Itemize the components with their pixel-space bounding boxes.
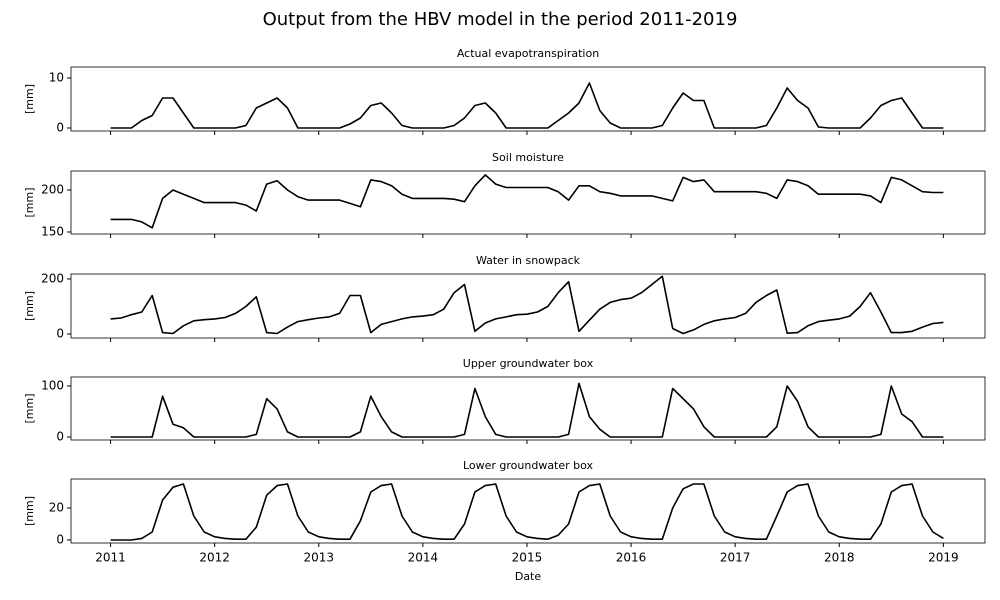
y-axis-label: [mm]	[23, 393, 36, 423]
y-tick-label: 0	[56, 532, 64, 546]
y-tick-label: 100	[41, 378, 64, 392]
y-tick-label: 200	[41, 182, 64, 196]
line	[110, 483, 944, 541]
line	[110, 82, 944, 129]
subplot-title: Water in snowpack	[476, 254, 581, 267]
x-tick-label: 2014	[408, 551, 439, 565]
y-axis-label: [mm]	[23, 187, 36, 217]
axes-frame	[70, 273, 986, 339]
y-tick-label: 0	[56, 327, 64, 341]
line	[110, 382, 944, 438]
y-tick-label: 150	[41, 224, 64, 238]
x-tick-label: 2018	[824, 551, 855, 565]
axes-frame	[70, 170, 986, 235]
figure-title: Output from the HBV model in the period …	[263, 9, 738, 30]
x-tick-label: 2016	[616, 551, 647, 565]
x-tick-label: 2012	[199, 551, 230, 565]
y-axis-label: [mm]	[23, 496, 36, 526]
x-tick-label: 2011	[95, 551, 126, 565]
y-tick-label: 0	[56, 429, 64, 443]
subplot-title: Upper groundwater box	[463, 357, 594, 370]
subplot-title: Lower groundwater box	[463, 459, 594, 472]
subplot-title: Soil moisture	[492, 151, 564, 164]
x-tick-label: 2017	[720, 551, 751, 565]
y-tick-label: 10	[49, 71, 64, 85]
y-tick-label: 0	[56, 121, 64, 135]
y-axis-label: [mm]	[23, 291, 36, 321]
axes-frame	[70, 478, 986, 544]
x-tick-label: 2013	[303, 551, 334, 565]
x-tick-label: 2015	[512, 551, 543, 565]
line	[110, 174, 944, 229]
y-axis-label: [mm]	[23, 84, 36, 114]
axes-frame	[70, 376, 986, 441]
x-tick-label: 2019	[928, 551, 959, 565]
y-tick-label: 20	[49, 500, 64, 514]
subplot-title: Actual evapotranspiration	[457, 47, 599, 60]
x-axis-label: Date	[515, 570, 542, 583]
line	[110, 275, 944, 335]
y-tick-label: 200	[41, 271, 64, 285]
axes-frame	[70, 66, 986, 132]
